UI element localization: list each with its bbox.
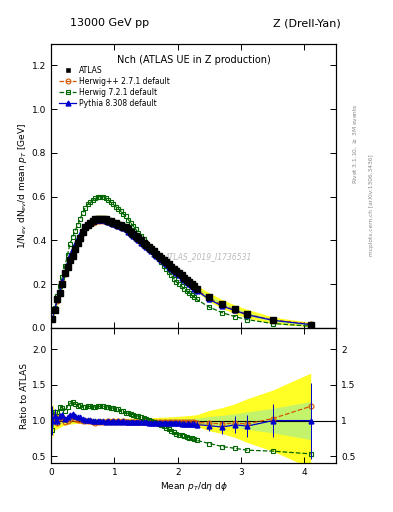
Y-axis label: Ratio to ATLAS: Ratio to ATLAS: [20, 362, 29, 429]
Text: ATLAS_2019_I1736531: ATLAS_2019_I1736531: [164, 252, 252, 261]
Text: Nch (ATLAS UE in Z production): Nch (ATLAS UE in Z production): [117, 55, 270, 65]
Text: Z (Drell-Yan): Z (Drell-Yan): [273, 18, 340, 28]
Text: 13000 GeV pp: 13000 GeV pp: [70, 18, 150, 28]
Text: Rivet 3.1.10, $\geq$ 3M events: Rivet 3.1.10, $\geq$ 3M events: [352, 103, 360, 184]
X-axis label: Mean $p_T$/d$\eta$ d$\phi$: Mean $p_T$/d$\eta$ d$\phi$: [160, 480, 228, 493]
Legend: ATLAS, Herwig++ 2.7.1 default, Herwig 7.2.1 default, Pythia 8.308 default: ATLAS, Herwig++ 2.7.1 default, Herwig 7.…: [58, 65, 172, 109]
Text: mcplots.cern.ch [arXiv:1306.3436]: mcplots.cern.ch [arXiv:1306.3436]: [369, 154, 374, 255]
Y-axis label: 1/N$_{ev}$ dN$_{ev}$/d mean $p_T$ [GeV]: 1/N$_{ev}$ dN$_{ev}$/d mean $p_T$ [GeV]: [16, 122, 29, 249]
